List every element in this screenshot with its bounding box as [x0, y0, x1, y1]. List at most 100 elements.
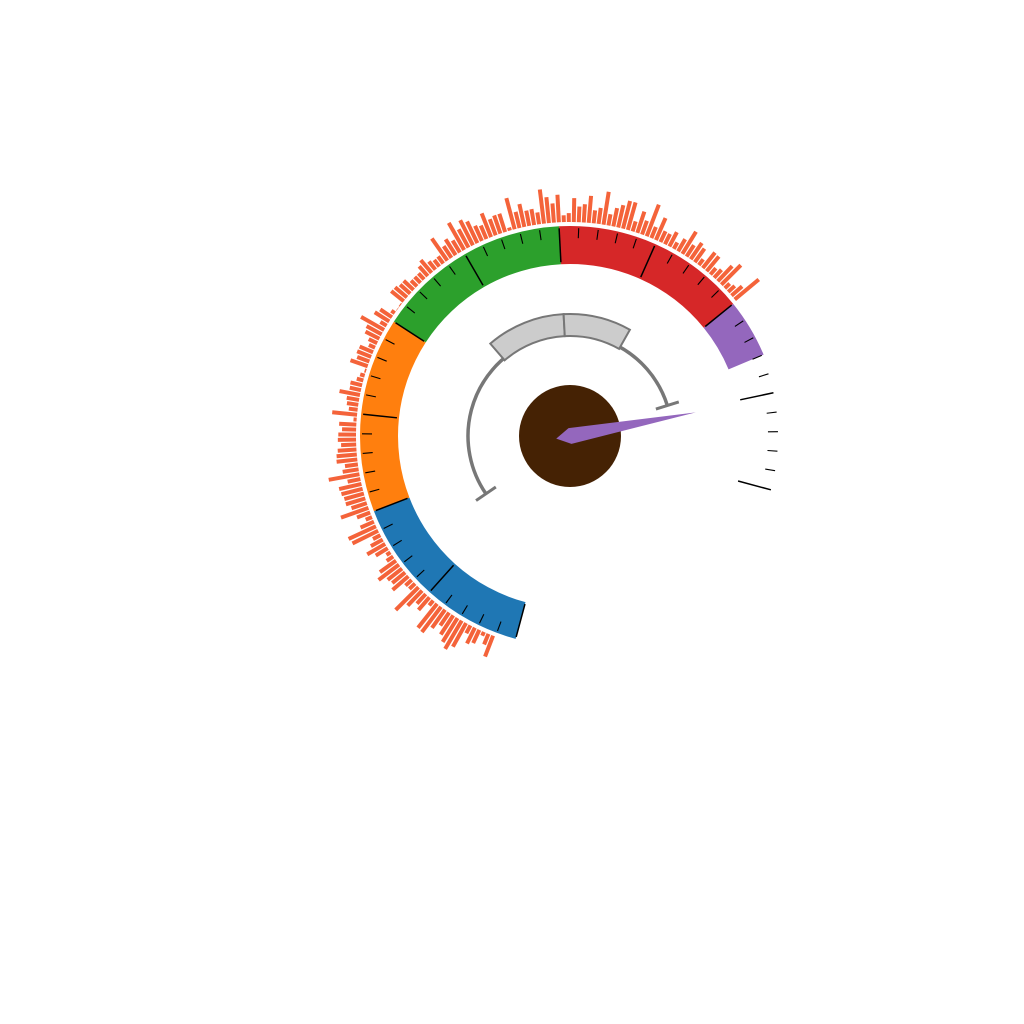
histogram-bar-85: [409, 279, 419, 288]
histogram-bar-74: [360, 315, 386, 332]
histogram-bar-83: [398, 283, 412, 296]
histogram-bar-34: [359, 519, 375, 530]
histogram-bar-91: [432, 258, 441, 268]
tick-8: [392, 539, 403, 547]
histogram-bar-59: [346, 395, 360, 402]
band-layer: [360, 226, 764, 639]
histogram-bar-106: [497, 213, 508, 233]
histogram-bar-49: [337, 447, 357, 453]
tick-36: [666, 254, 673, 264]
histogram-bar-152: [716, 264, 734, 283]
tick-0: [515, 603, 526, 638]
gauge-band-4: [703, 303, 764, 370]
histogram-bar-142: [676, 238, 687, 253]
histogram-bar-42: [338, 482, 362, 492]
histogram-bar-71: [367, 337, 379, 345]
histogram-bar-113: [535, 212, 542, 225]
histogram-bar-70: [368, 343, 376, 350]
tick-12: [365, 470, 376, 474]
histogram-bar-129: [616, 204, 626, 228]
histogram-bar-84: [402, 279, 415, 292]
histogram-bar-151: [712, 268, 723, 280]
gauge-band-1: [360, 321, 426, 512]
histogram-bar-12: [420, 605, 443, 634]
histogram-bar-33: [347, 524, 377, 541]
histogram-bar-68: [356, 349, 372, 359]
histogram-bar-122: [581, 204, 587, 223]
tick-11: [369, 488, 380, 493]
histogram-bar-117: [555, 194, 561, 223]
tick-44: [758, 373, 769, 378]
tick-21: [406, 306, 416, 314]
histogram-bar-123: [586, 195, 594, 223]
inner-ring-cap-1: [655, 400, 680, 411]
histogram-bar-145: [689, 241, 704, 261]
gauge-needle: [556, 412, 696, 444]
histogram-bar-116: [550, 203, 556, 223]
histogram-bar-9: [439, 614, 455, 636]
histogram-bar-127: [606, 213, 613, 226]
histogram-bar-125: [596, 207, 603, 225]
histogram-bar-67: [356, 355, 371, 364]
tick-46: [766, 411, 777, 414]
histogram-bar-150: [708, 266, 718, 276]
tick-50: [737, 480, 772, 491]
histogram-bar-110: [517, 203, 527, 228]
inner-ring-layer: [466, 313, 680, 502]
tick-6: [416, 569, 425, 578]
histogram-bar-11: [430, 608, 447, 630]
tick-45: [740, 392, 774, 401]
histogram-bar-141: [672, 241, 680, 250]
tick-34: [632, 238, 637, 249]
tick-3: [461, 605, 468, 615]
tick-38: [697, 276, 705, 286]
histogram-bar-156: [730, 284, 744, 298]
histogram-bar-19: [408, 582, 417, 591]
tick-39: [711, 290, 719, 298]
histogram-bar-7: [443, 619, 464, 650]
histogram-bar-126: [601, 191, 611, 225]
histogram-layer: [328, 189, 761, 658]
inner-ring-cap-0: [475, 485, 497, 502]
histogram-bar-6: [451, 622, 468, 648]
tick-28: [519, 233, 524, 244]
histogram-bar-32: [351, 528, 380, 546]
tick-42: [744, 337, 754, 343]
histogram-bar-132: [630, 220, 638, 232]
histogram-bar-99: [458, 219, 475, 247]
histogram-bar-96: [450, 239, 462, 254]
histogram-bar-107: [507, 227, 512, 232]
histogram-bar-61: [349, 385, 362, 393]
gauge-band-2: [393, 226, 561, 343]
histogram-bar-155: [726, 284, 737, 294]
histogram-bar-104: [487, 218, 498, 236]
tick-41: [734, 320, 744, 327]
gauge-band-0: [373, 497, 526, 639]
tick-7: [403, 555, 413, 563]
histogram-bar-40: [343, 491, 365, 501]
tick-49: [765, 468, 776, 472]
histogram-bar-153: [719, 263, 743, 287]
tick-24: [449, 266, 456, 275]
histogram-bar-3: [471, 628, 482, 644]
histogram-bar-81: [389, 289, 406, 303]
histogram-bar-82: [393, 285, 409, 299]
histogram-bar-30: [369, 537, 384, 548]
histogram-bar-69: [358, 344, 374, 355]
histogram-bar-100: [465, 220, 480, 244]
histogram-bar-57: [348, 406, 358, 412]
tick-18: [377, 356, 387, 362]
histogram-bar-48: [336, 452, 357, 459]
histogram-bar-27: [385, 550, 392, 557]
histogram-bar-121: [576, 206, 582, 223]
histogram-bar-46: [344, 462, 359, 469]
histogram-bar-50: [341, 442, 357, 448]
histogram-bar-115: [544, 196, 551, 224]
histogram-bar-35: [364, 515, 373, 522]
histogram-bar-154: [723, 282, 732, 290]
histogram-bar-135: [644, 203, 661, 237]
histogram-bar-43: [347, 477, 361, 484]
histogram-bar-31: [372, 533, 382, 541]
tick-10: [375, 497, 408, 512]
